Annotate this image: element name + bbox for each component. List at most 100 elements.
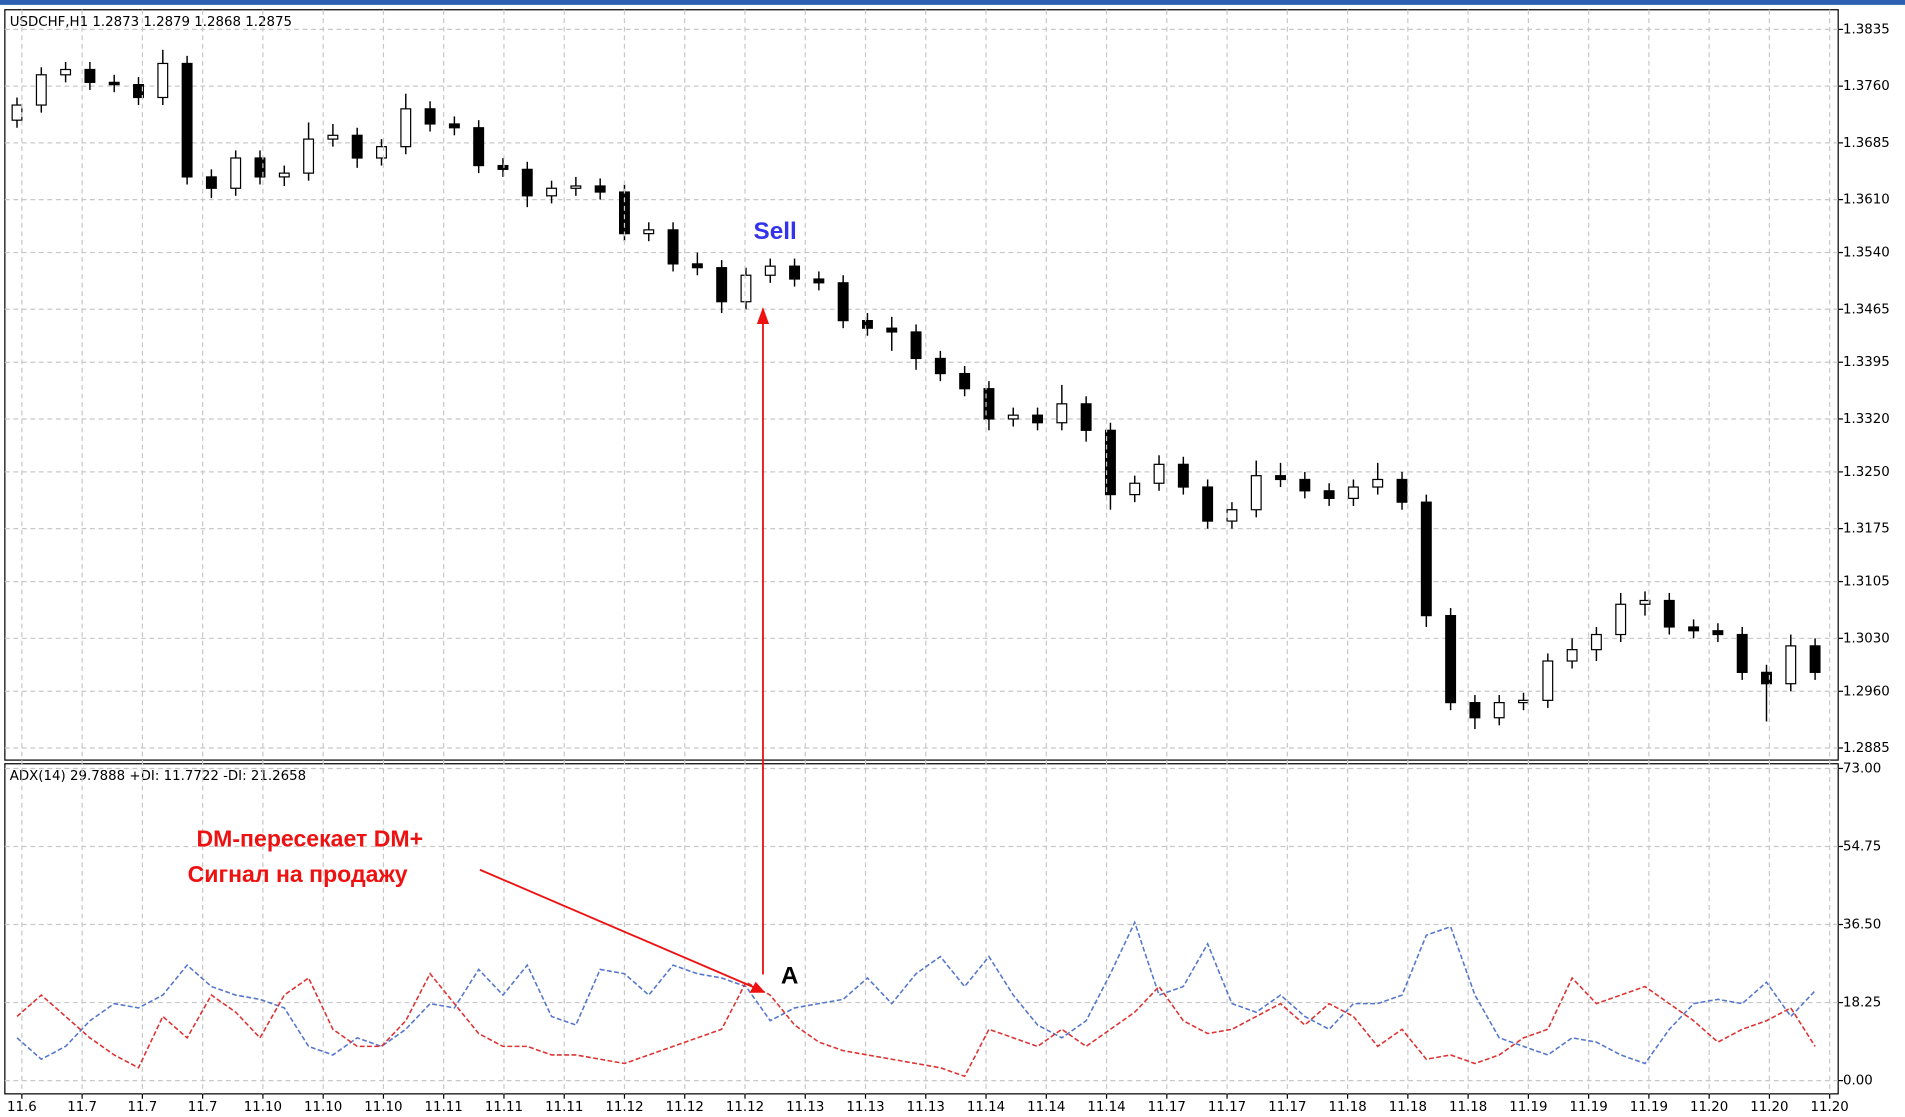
candle-body — [959, 372, 971, 390]
x-tick-label: 11.19 — [1570, 1100, 1608, 1115]
di-line — [16, 972, 1816, 1078]
y-tick-label: 18.25 — [1843, 996, 1881, 1011]
candle-body — [570, 185, 582, 189]
y-tick-label: 73.00 — [1843, 761, 1881, 776]
x-tick-label: 11.11 — [425, 1100, 463, 1115]
candle-body — [886, 327, 898, 333]
annotation: A — [781, 962, 799, 989]
x-tick-label: 11.20 — [1690, 1100, 1728, 1115]
candle-body — [934, 357, 946, 375]
panel-title: ADX(14) 29.7888 +DI: 11.7722 -DI: 21.265… — [10, 769, 306, 784]
di-line — [16, 920, 1816, 1065]
x-tick-label: 11.6 — [7, 1100, 37, 1115]
x-tick-label: 11.12 — [726, 1100, 764, 1115]
arrow — [479, 868, 759, 990]
x-tick-label: 11.7 — [188, 1100, 218, 1115]
x-tick-label: 11.18 — [1389, 1100, 1427, 1115]
candle-body — [327, 134, 339, 140]
candle-body — [813, 278, 825, 284]
candle-body — [400, 108, 412, 148]
y-tick-label: 1.3685 — [1843, 136, 1890, 151]
candle-body — [157, 62, 169, 99]
candle-body — [1785, 645, 1797, 685]
candle-body — [448, 123, 460, 129]
y-tick-label: 1.2885 — [1843, 741, 1890, 756]
candle-body — [789, 265, 801, 280]
x-tick-label: 11.11 — [485, 1100, 523, 1115]
candle-body — [1056, 403, 1068, 424]
candle-body — [376, 146, 387, 159]
candle-body — [716, 267, 728, 303]
x-tick-label: 11.13 — [907, 1100, 945, 1115]
x-tick-label: 11.18 — [1449, 1100, 1487, 1115]
candle-body — [11, 104, 23, 121]
top-bar — [0, 0, 1905, 5]
x-tick-label: 11.10 — [244, 1100, 282, 1115]
x-tick-label: 11.12 — [666, 1100, 704, 1115]
x-tick-label: 11.13 — [846, 1100, 884, 1115]
y-tick-label: 36.50 — [1843, 918, 1881, 933]
x-tick-label: 11.7 — [67, 1100, 97, 1115]
candle-body — [1032, 414, 1044, 424]
candle-body — [1736, 633, 1748, 673]
candle-body — [1250, 475, 1262, 511]
candle-body — [497, 164, 509, 170]
candle-body — [108, 81, 120, 86]
candle-body — [1761, 671, 1772, 685]
candle-body — [691, 263, 703, 269]
candle-body — [1299, 478, 1311, 492]
candle-body — [1566, 649, 1578, 662]
y-tick-label: 1.3105 — [1843, 575, 1890, 590]
candle-body — [983, 388, 995, 420]
candle-body — [1639, 599, 1651, 605]
candle-body — [1420, 501, 1432, 617]
candle-body — [643, 229, 655, 235]
candle-body — [1469, 702, 1481, 719]
candle-body — [1590, 633, 1602, 651]
candle-body — [1275, 475, 1286, 481]
candle-body — [181, 62, 193, 178]
y-tick-label: 1.3760 — [1843, 79, 1890, 94]
candle-body — [1542, 660, 1554, 701]
indicator-frame — [4, 763, 1839, 1095]
x-tick-label: 11.20 — [1750, 1100, 1788, 1115]
candle-body — [837, 282, 849, 322]
y-tick-label: 1.3320 — [1843, 412, 1890, 427]
candle-body — [764, 265, 776, 276]
y-tick-label: 1.3395 — [1843, 355, 1890, 370]
candle-body — [1712, 630, 1724, 636]
candle-body — [473, 127, 485, 167]
y-tick-label: 1.2960 — [1843, 684, 1890, 699]
candle-body — [1347, 486, 1359, 499]
candle-body — [303, 138, 315, 174]
plot-layer: 1.3835 1.3760 1.3685 1.3610 1.3540 1.3465 1.33… — [4, 9, 1890, 1115]
y-tick-label: 0.00 — [1843, 1074, 1873, 1089]
candle-body — [1809, 645, 1821, 673]
x-tick-label: 11.10 — [364, 1100, 402, 1115]
candle-body — [1323, 490, 1335, 499]
candle-body — [351, 134, 363, 159]
candle-body — [1396, 478, 1408, 503]
candle-body — [1202, 486, 1214, 522]
candle-body — [1177, 463, 1189, 488]
y-tick-label: 1.3540 — [1843, 246, 1890, 261]
panel-title: USDCHF,H1 1.2873 1.2879 1.2868 1.2875 — [10, 15, 292, 30]
candle-body — [205, 176, 217, 189]
x-tick-label: 11.14 — [967, 1100, 1005, 1115]
candle-body — [1493, 702, 1505, 719]
x-tick-label: 11.13 — [786, 1100, 824, 1115]
candle-body — [1688, 626, 1700, 632]
annotation: Sell — [754, 218, 797, 245]
candle-body — [740, 274, 752, 303]
candle-body — [1080, 403, 1092, 431]
candle-body — [1226, 509, 1238, 522]
candle-body — [254, 157, 266, 178]
price-frame — [4, 9, 1839, 761]
x-tick-label: 11.14 — [1087, 1100, 1125, 1115]
x-tick-label: 11.14 — [1027, 1100, 1065, 1115]
annotation: DM-пересекает DM+ — [196, 826, 423, 852]
candle-body — [546, 187, 558, 197]
candle-body — [1445, 615, 1457, 704]
y-tick-label: 1.3250 — [1843, 465, 1890, 480]
